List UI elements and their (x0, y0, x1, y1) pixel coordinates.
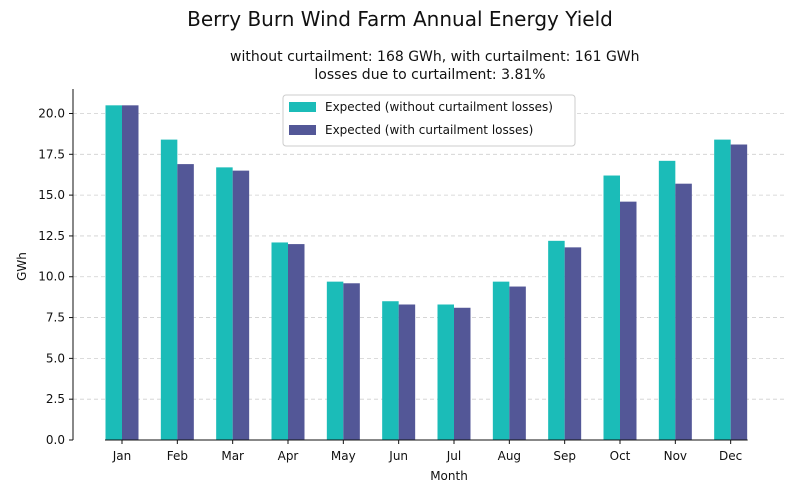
legend-swatch (289, 102, 316, 112)
x-tick-label: May (331, 449, 356, 463)
bar-with-curtailment (122, 105, 139, 440)
legend-swatch (289, 125, 316, 135)
x-tick-label: Jul (446, 449, 461, 463)
y-tick-label: 20.0 (38, 106, 65, 120)
bar-without-curtailment (437, 304, 454, 440)
legend-label: Expected (with curtailment losses) (325, 123, 533, 137)
x-tick-label: Jun (388, 449, 408, 463)
bar-with-curtailment (177, 164, 194, 441)
y-tick-label: 2.5 (46, 392, 65, 406)
x-tick-label: Feb (167, 449, 188, 463)
bar-with-curtailment (564, 247, 582, 440)
y-tick-label: 15.0 (38, 188, 65, 202)
bars (105, 105, 748, 441)
bar-without-curtailment (382, 301, 399, 440)
x-tick-label: Oct (610, 449, 631, 463)
bar-with-curtailment (454, 307, 471, 440)
y-axis-label: GWh (15, 252, 29, 281)
bar-without-curtailment (714, 139, 731, 440)
y-tick-label: 5.0 (46, 351, 65, 365)
legend-label: Expected (without curtailment losses) (325, 100, 553, 114)
bar-without-curtailment (658, 160, 676, 440)
bar-without-curtailment (492, 281, 510, 440)
bar-without-curtailment (271, 242, 288, 440)
x-tick-label: Apr (278, 449, 299, 463)
bar-with-curtailment (509, 286, 526, 440)
bar-with-curtailment (675, 183, 692, 441)
x-tick-label: Mar (221, 449, 244, 463)
bar-without-curtailment (105, 105, 122, 440)
bar-with-curtailment (343, 283, 360, 440)
bar-with-curtailment (730, 144, 748, 441)
y-tick-label: 17.5 (38, 147, 65, 161)
bar-without-curtailment (603, 175, 620, 440)
bar-without-curtailment (326, 281, 344, 440)
x-tick-label: Aug (498, 449, 521, 463)
bar-with-curtailment (232, 170, 250, 440)
y-tick-label: 0.0 (46, 433, 65, 447)
chart-subtitle: without curtailment: 168 GWh, with curta… (230, 48, 640, 84)
bar-with-curtailment (620, 201, 637, 440)
axes: 0.0 2.5 5.0 7.5 10.0 12.5 15.0 17.5 20.0 Jan Feb Ma… (15, 89, 748, 483)
x-tick-label: Dec (719, 449, 742, 463)
bar-with-curtailment (398, 304, 416, 440)
subtitle-line: without curtailment: 168 GWh, with curta… (230, 49, 640, 65)
bar-with-curtailment (288, 244, 305, 440)
bar-without-curtailment (160, 139, 178, 440)
y-tick-label: 12.5 (38, 229, 65, 243)
x-axis-label: Month (430, 469, 468, 483)
legend-box (282, 94, 576, 147)
y-tick-label: 10.0 (38, 270, 65, 284)
x-tick-label: Nov (664, 449, 687, 463)
x-tick-label: Sep (553, 449, 576, 463)
bar-without-curtailment (216, 167, 233, 440)
subtitle-line: losses due to curtailment: 3.81% (314, 67, 546, 83)
legend: Expected (without curtailment losses) Exp… (282, 94, 576, 147)
chart-title: Berry Burn Wind Farm Annual Energy Yield (187, 7, 613, 31)
y-tick-label: 7.5 (46, 311, 65, 325)
x-tick-label: Jan (112, 449, 132, 463)
bar-without-curtailment (548, 240, 565, 440)
